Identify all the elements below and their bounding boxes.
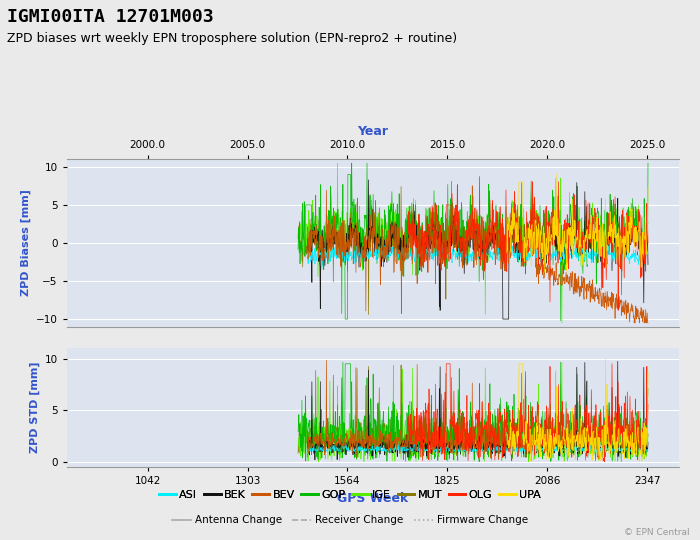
Legend: ASI, BEK, BEV, GOP, IGE, MUT, OLG, UPA: ASI, BEK, BEV, GOP, IGE, MUT, OLG, UPA <box>155 486 545 505</box>
Text: ZPD biases wrt weekly EPN troposphere solution (EPN-repro2 + routine): ZPD biases wrt weekly EPN troposphere so… <box>7 32 457 45</box>
Text: IGMI00ITA 12701M003: IGMI00ITA 12701M003 <box>7 8 214 26</box>
Y-axis label: ZPD STD [mm]: ZPD STD [mm] <box>30 362 40 454</box>
X-axis label: GPS Week: GPS Week <box>337 492 408 505</box>
X-axis label: Year: Year <box>357 125 388 138</box>
Text: © EPN Central: © EPN Central <box>624 528 690 537</box>
Legend: Antenna Change, Receiver Change, Firmware Change: Antenna Change, Receiver Change, Firmwar… <box>168 511 532 529</box>
Y-axis label: ZPD Biases [mm]: ZPD Biases [mm] <box>21 190 32 296</box>
